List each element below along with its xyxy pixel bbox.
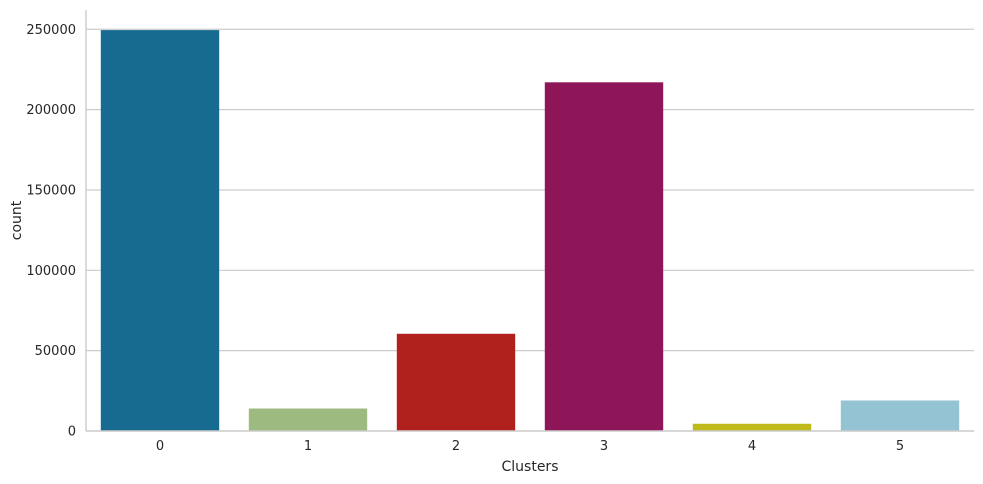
y-tick-label: 200000 xyxy=(26,103,76,118)
bar-cluster-2 xyxy=(396,333,516,431)
gridlines xyxy=(86,28,974,352)
x-tick-labels: 0 1 2 3 4 5 xyxy=(156,439,904,454)
bar-cluster-5 xyxy=(840,400,960,431)
x-tick-label: 2 xyxy=(452,439,460,454)
bars xyxy=(100,30,960,432)
x-tick-label: 5 xyxy=(896,439,904,454)
x-axis-title: Clusters xyxy=(502,459,559,475)
bar-cluster-4 xyxy=(692,423,812,431)
y-tick-label: 100000 xyxy=(26,264,76,279)
x-tick-label: 1 xyxy=(304,439,312,454)
bar-cluster-3 xyxy=(544,82,664,432)
y-tick-label: 0 xyxy=(68,425,76,440)
y-tick-labels: 0 50000 100000 150000 200000 250000 xyxy=(26,23,76,440)
y-axis-title: count xyxy=(9,200,25,240)
x-tick-label: 0 xyxy=(156,439,164,454)
bar-cluster-0 xyxy=(100,30,220,432)
y-tick-label: 50000 xyxy=(35,344,76,359)
y-tick-label: 250000 xyxy=(26,23,76,38)
y-tick-label: 150000 xyxy=(26,183,76,198)
x-tick-label: 3 xyxy=(600,439,608,454)
x-tick-label: 4 xyxy=(748,439,756,454)
bar-cluster-1 xyxy=(248,408,368,431)
